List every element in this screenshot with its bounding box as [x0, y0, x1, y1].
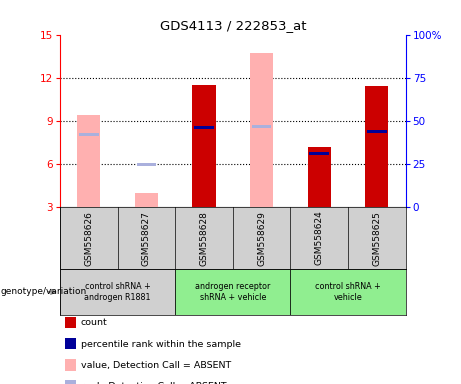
Bar — [252, 124, 272, 128]
Bar — [136, 162, 156, 166]
Bar — [250, 53, 273, 207]
Text: rank, Detection Call = ABSENT: rank, Detection Call = ABSENT — [81, 382, 226, 384]
Text: GSM558626: GSM558626 — [84, 211, 93, 265]
Text: control shRNA +
vehicle: control shRNA + vehicle — [315, 282, 381, 301]
Text: value, Detection Call = ABSENT: value, Detection Call = ABSENT — [81, 361, 231, 370]
Text: GSM558627: GSM558627 — [142, 211, 151, 265]
Text: androgen receptor
shRNA + vehicle: androgen receptor shRNA + vehicle — [195, 282, 271, 301]
Text: percentile rank within the sample: percentile rank within the sample — [81, 339, 241, 349]
Bar — [135, 193, 158, 207]
Bar — [60, 269, 175, 315]
Title: GDS4113 / 222853_at: GDS4113 / 222853_at — [160, 19, 306, 32]
Bar — [290, 269, 406, 315]
Bar — [194, 126, 214, 129]
Bar — [309, 152, 329, 156]
Bar — [365, 86, 388, 207]
Bar — [79, 133, 99, 136]
Text: GSM558625: GSM558625 — [372, 211, 381, 265]
Text: GSM558624: GSM558624 — [315, 211, 324, 265]
Text: GSM558628: GSM558628 — [200, 211, 208, 265]
Bar — [193, 85, 216, 207]
Text: GSM558629: GSM558629 — [257, 211, 266, 265]
Bar — [175, 269, 290, 315]
Text: count: count — [81, 318, 107, 328]
Text: genotype/variation: genotype/variation — [0, 287, 87, 296]
Bar — [77, 115, 100, 207]
Text: control shRNA +
androgen R1881: control shRNA + androgen R1881 — [84, 282, 151, 301]
Bar — [367, 130, 387, 133]
Bar — [308, 147, 331, 207]
